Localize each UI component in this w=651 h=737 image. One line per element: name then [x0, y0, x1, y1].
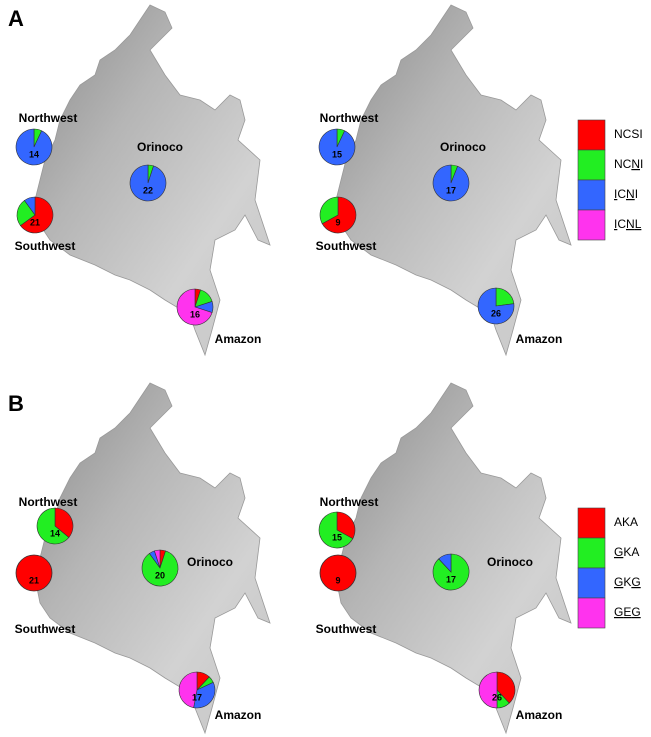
- region-label: Orinoco: [487, 555, 533, 569]
- pie-slice: [16, 555, 52, 591]
- pie-count: 17: [192, 692, 202, 702]
- pie: 15: [319, 129, 355, 165]
- legend-swatch: [578, 598, 605, 628]
- region-label: Southwest: [15, 239, 76, 253]
- legend-label: NCNI: [614, 157, 643, 171]
- region-label: Southwest: [316, 622, 377, 636]
- pie: 15: [319, 512, 355, 548]
- pie: 17: [433, 165, 469, 201]
- pie-count: 26: [492, 692, 502, 702]
- pie: 26: [478, 288, 514, 324]
- pie-count: 14: [50, 528, 60, 538]
- pie-count: 15: [332, 532, 342, 542]
- region-label: Northwest: [320, 495, 379, 509]
- region-label: Northwest: [19, 111, 78, 125]
- pie: 14: [16, 129, 52, 165]
- legend-label: GKA: [614, 545, 639, 559]
- pie-count: 21: [29, 575, 39, 585]
- pie: 14: [37, 508, 73, 544]
- pie-count: 9: [335, 575, 340, 585]
- pie-slice: [16, 129, 52, 165]
- pie-slice: [320, 555, 356, 591]
- legend-swatch: [578, 210, 605, 240]
- pie: 22: [130, 165, 166, 201]
- region-label: Southwest: [15, 622, 76, 636]
- legend-label: ICNI: [614, 187, 638, 201]
- region-label: Amazon: [215, 708, 262, 722]
- region-label: Orinoco: [187, 555, 233, 569]
- legend-swatch: [578, 538, 605, 568]
- maps: [35, 5, 571, 733]
- pie-count: 17: [446, 574, 456, 584]
- legend-swatch: [578, 120, 605, 150]
- pie-count: 20: [155, 570, 165, 580]
- pie: 20: [142, 550, 178, 586]
- pie: 21: [17, 197, 53, 233]
- pie-count: 9: [335, 217, 340, 227]
- legend-label: AKA: [614, 515, 638, 529]
- panel-letter: B: [8, 391, 24, 416]
- pie-slice: [319, 129, 355, 165]
- region-label: Orinoco: [137, 140, 183, 154]
- pie-count: 15: [332, 149, 342, 159]
- pie-count: 22: [143, 185, 153, 195]
- pie-count: 26: [491, 308, 501, 318]
- pie-count: 17: [446, 185, 456, 195]
- panel-letter: A: [8, 6, 24, 31]
- legend-swatch: [578, 508, 605, 538]
- pie-slice: [433, 165, 469, 201]
- pie: 26: [479, 672, 515, 708]
- figure: A Northwest 14 Southwest 21 Orinoco 22 Amazon 16…: [0, 0, 651, 737]
- pie-count: 14: [29, 149, 39, 159]
- legend-label: GEG: [614, 605, 641, 619]
- pie: 9: [320, 555, 356, 591]
- legend-swatch: [578, 150, 605, 180]
- region-label: Northwest: [19, 495, 78, 509]
- region-label: Southwest: [316, 239, 377, 253]
- pie: 17: [433, 554, 469, 590]
- legend-swatch: [578, 568, 605, 598]
- legend-label: ICNL: [614, 217, 642, 231]
- pie: 17: [179, 672, 215, 708]
- pie: 16: [177, 289, 213, 325]
- legend-swatch: [578, 180, 605, 210]
- legend-label: NCSI: [614, 127, 643, 141]
- pie-count: 21: [30, 217, 40, 227]
- region-label: Amazon: [516, 708, 563, 722]
- pie: 21: [16, 555, 52, 591]
- pie: 9: [320, 197, 356, 233]
- region-label: Amazon: [516, 332, 563, 346]
- region-label: Orinoco: [440, 140, 486, 154]
- region-label: Northwest: [320, 111, 379, 125]
- pie-count: 16: [190, 309, 200, 319]
- legend-label: GKG: [614, 575, 641, 589]
- region-label: Amazon: [215, 332, 262, 346]
- pie-slice: [130, 165, 166, 201]
